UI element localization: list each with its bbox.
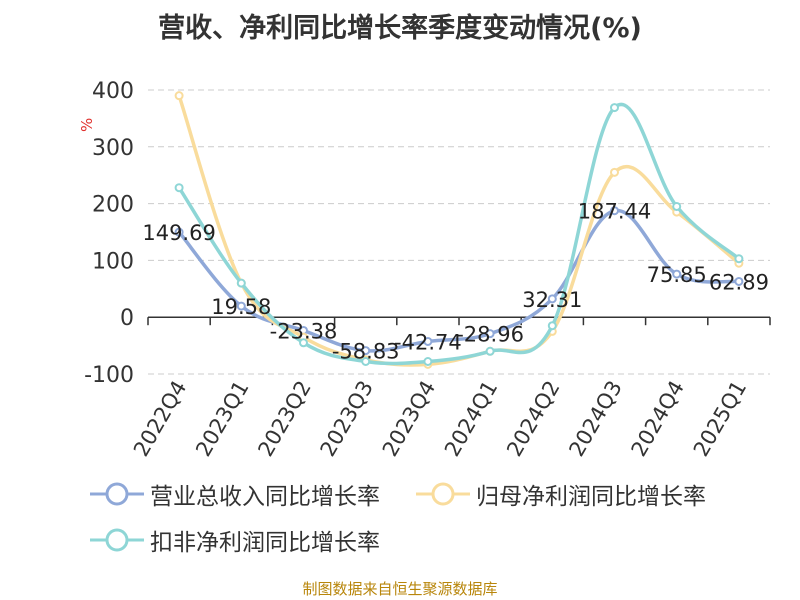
y-tick-label: 400 (92, 79, 134, 104)
data-labels: 149.69 19.58-23.38-58.83-42.74-28.96 32.31… (142, 200, 769, 364)
legend-line-circle-icon (90, 528, 144, 552)
data-point-series-3 (423, 357, 433, 367)
x-tick-label: 2024Q1 (440, 377, 502, 461)
y-tick-label: -100 (84, 363, 134, 388)
data-point-series-3 (236, 278, 246, 288)
y-tick-label: 100 (92, 249, 134, 274)
legend-item-2[interactable]: 归母净利润同比增长率 (414, 474, 706, 514)
x-tick-label: 2024Q3 (564, 377, 626, 461)
data-point-series-3 (361, 357, 371, 367)
data-point-series-1 (236, 301, 246, 311)
data-label: 75.85 (647, 263, 707, 287)
data-point-series-1 (547, 294, 557, 304)
data-label: 62.89 (709, 270, 769, 294)
data-label: -23.38 (270, 319, 338, 343)
data-label: -58.83 (332, 340, 400, 364)
data-point-series-3 (610, 103, 619, 113)
data-point-series-3 (174, 183, 184, 193)
x-tick-label: 2023Q1 (191, 377, 253, 461)
data-label: 19.58 (211, 295, 271, 319)
data-label: 149.69 (142, 221, 215, 245)
data-point-series-2 (174, 91, 184, 101)
data-label: 187.44 (578, 200, 651, 224)
data-point-series-1 (734, 276, 744, 286)
data-point-series-1 (672, 269, 682, 279)
x-tick-label: 2025Q1 (689, 377, 751, 461)
chart-title: 营收、净利同比增长率季度变动情况(%) (158, 13, 642, 44)
data-label: -28.96 (456, 323, 524, 347)
x-tick-label: 2024Q4 (627, 377, 689, 461)
legend-label: 归母净利润同比增长率 (476, 484, 706, 510)
data-point-series-1 (423, 336, 433, 346)
x-tick-label: 2023Q2 (253, 377, 315, 461)
data-point-series-2 (610, 167, 619, 177)
legend-item-3[interactable]: 扣非净利润同比增长率 (88, 520, 380, 560)
data-label: 32.31 (522, 288, 582, 312)
legend-item-1[interactable]: 营业总收入同比增长率 (88, 474, 380, 514)
data-point-series-3 (672, 201, 682, 211)
series-lines (174, 91, 744, 369)
y-tick-label: 0 (120, 306, 134, 331)
y-tick-label: 200 (92, 193, 134, 218)
data-point-series-3 (547, 321, 557, 331)
data-point-series-1 (361, 346, 371, 356)
x-tick-label: 2024Q2 (502, 377, 564, 461)
data-label: -42.74 (394, 330, 462, 354)
data-point-series-3 (299, 338, 308, 348)
data-point-series-1 (610, 206, 619, 216)
y-axis-label: % (78, 118, 96, 132)
legend-line-circle-icon (416, 482, 470, 506)
legend-line-circle-icon (90, 482, 144, 506)
source-note: 制图数据来自恒生聚源数据库 (302, 580, 498, 598)
x-tick-label: 2023Q3 (316, 377, 378, 461)
data-point-series-3 (485, 346, 495, 356)
data-point-series-3 (734, 254, 744, 264)
y-tick-label: 300 (92, 136, 134, 161)
x-tick-label: 2023Q4 (378, 377, 440, 461)
data-point-series-1 (174, 227, 184, 237)
legend-label: 扣非净利润同比增长率 (150, 530, 380, 556)
legend-label: 营业总收入同比增长率 (150, 484, 380, 510)
x-tick-label: 2022Q4 (129, 377, 191, 461)
data-point-series-1 (485, 329, 495, 339)
